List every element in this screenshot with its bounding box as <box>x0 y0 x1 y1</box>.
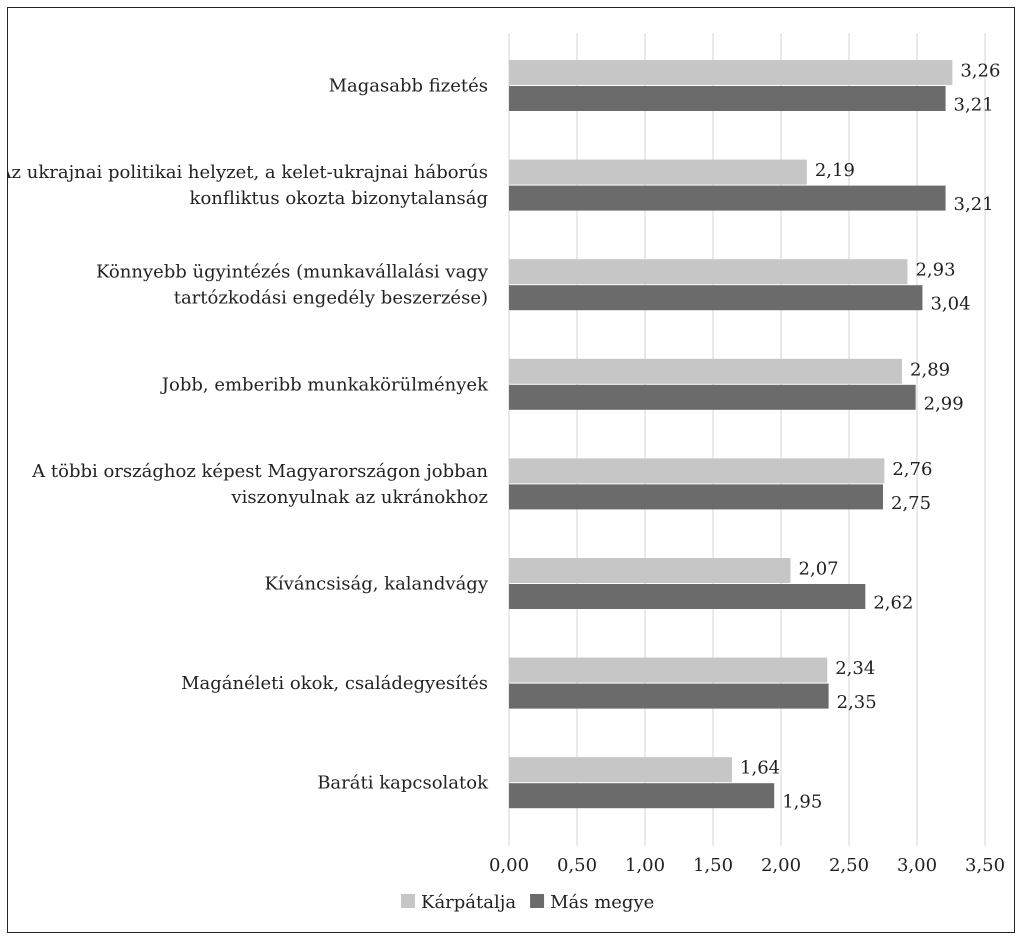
x-tick-label: 0,00 <box>489 855 529 876</box>
value-label: 2,93 <box>915 260 955 281</box>
x-tick-label: 2,50 <box>829 855 869 876</box>
bar-mas-megye <box>509 684 829 709</box>
bar-mas-megye <box>509 584 865 609</box>
bar-mas-megye <box>509 783 774 808</box>
category-label: Magánéleti okok, családegyesítés <box>181 673 488 694</box>
bar-karpatalja <box>509 658 827 683</box>
value-label: 3,04 <box>930 294 970 315</box>
category-label: Könnyebb ügyintézés (munkavállalási vagy <box>96 262 489 283</box>
value-label: 3,26 <box>960 61 1000 82</box>
x-axis-tick-labels: 0,00 0,50 1,00 1,50 2,00 2,50 3,00 3,50 <box>489 855 1005 876</box>
value-label: 2,19 <box>815 160 855 181</box>
bar-mas-megye <box>509 186 946 211</box>
gridlines <box>509 33 985 846</box>
value-label: 2,35 <box>837 692 877 713</box>
legend: Kárpátalja Más megye <box>401 892 654 913</box>
category-label: Magasabb fizetés <box>329 76 488 97</box>
category-label: Az ukrajnai politikai helyzet, a kelet-u… <box>8 162 488 183</box>
legend-swatch <box>401 894 415 908</box>
value-label: 1,64 <box>740 758 780 779</box>
x-tick-label: 0,50 <box>557 855 597 876</box>
legend-label: Más megye <box>550 892 654 913</box>
bar-karpatalja <box>509 359 902 384</box>
bar-karpatalja <box>509 60 952 85</box>
category-label: Jobb, emberibb munkakörülmények <box>160 374 489 395</box>
x-tick-label: 2,00 <box>761 855 801 876</box>
category-labels: Magasabb fizetés Az ukrajnai politikai he… <box>8 76 489 794</box>
bar-karpatalja <box>509 757 732 782</box>
value-label: 2,07 <box>799 559 839 580</box>
category-label: Kíváncsiság, kalandvágy <box>264 574 488 595</box>
x-tick-label: 1,50 <box>693 855 733 876</box>
category-label: viszonyulnak az ukránokhoz <box>230 487 488 508</box>
x-tick-label: 3,50 <box>965 855 1005 876</box>
value-label: 1,95 <box>782 792 822 813</box>
value-label: 2,76 <box>892 459 932 480</box>
value-label: 2,99 <box>924 393 964 414</box>
bar-karpatalja <box>509 458 884 483</box>
value-label: 2,62 <box>873 593 913 614</box>
category-label: tartózkodási engedély beszerzése) <box>174 288 488 309</box>
bar-karpatalja <box>509 259 907 284</box>
category-label: A többi országhoz képest Magyarországon … <box>31 461 488 482</box>
category-label: konfliktus okozta bizonytalanság <box>190 188 488 209</box>
chart-frame: 3,26 3,21 2,19 3,21 2,93 3,04 2,89 2,99 2,76 2,75… <box>7 7 1015 933</box>
bar-karpatalja <box>509 160 807 185</box>
bar-mas-megye <box>509 285 922 310</box>
legend-swatch <box>530 894 544 908</box>
category-label: Baráti kapcsolatok <box>317 773 489 794</box>
bar-mas-megye <box>509 385 916 410</box>
legend-label: Kárpátalja <box>421 892 516 913</box>
value-label: 3,21 <box>954 194 994 215</box>
value-label: 2,34 <box>835 658 875 679</box>
bar-mas-megye <box>509 484 883 509</box>
value-label: 2,89 <box>910 359 950 380</box>
bars <box>509 60 952 808</box>
x-tick-label: 1,00 <box>625 855 665 876</box>
x-tick-label: 3,00 <box>897 855 937 876</box>
value-label: 2,75 <box>891 493 931 514</box>
value-label: 3,21 <box>954 95 994 116</box>
bar-mas-megye <box>509 86 946 111</box>
bar-karpatalja <box>509 558 791 583</box>
bar-chart: 3,26 3,21 2,19 3,21 2,93 3,04 2,89 2,99 2,76 2,75… <box>8 8 1014 932</box>
